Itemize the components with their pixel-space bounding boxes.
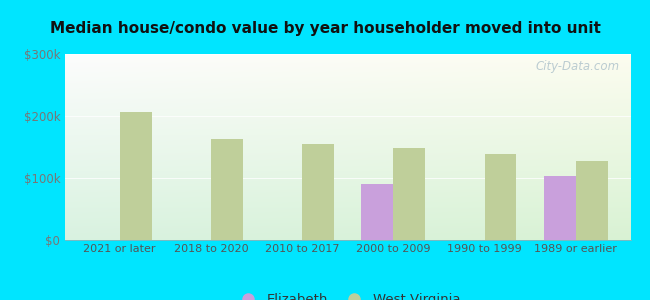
- Bar: [393, 148, 425, 240]
- Bar: [302, 144, 334, 240]
- Text: City-Data.com: City-Data.com: [535, 60, 619, 73]
- Text: Median house/condo value by year householder moved into unit: Median house/condo value by year househo…: [49, 21, 601, 36]
- Bar: [120, 112, 151, 240]
- Legend: Elizabeth, West Virginia: Elizabeth, West Virginia: [229, 288, 466, 300]
- Bar: [484, 154, 517, 240]
- Bar: [361, 184, 393, 240]
- Bar: [544, 176, 576, 240]
- Bar: [211, 139, 243, 240]
- Bar: [576, 160, 608, 240]
